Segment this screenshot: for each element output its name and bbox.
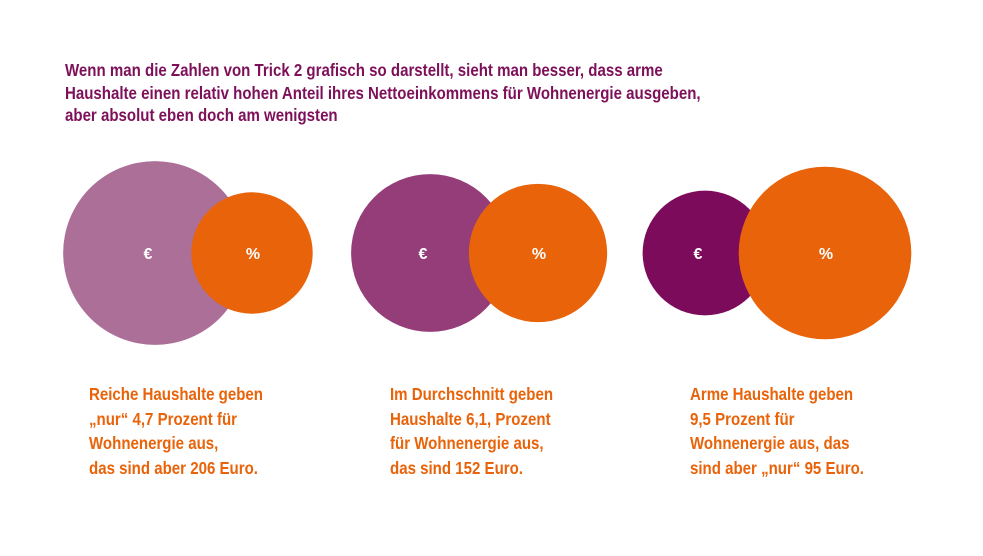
percent-bubble [191,192,313,314]
caption-line: 9,5 Prozent für [690,408,795,429]
percent-symbol-label: % [532,246,546,263]
caption-line: Wohnenergie aus, das [690,433,850,454]
headline-line: Haushalte einen relativ hohen Anteil ihr… [65,82,701,103]
euro-bubble [642,190,768,316]
caption-line: „nur“ 4,7 Prozent für [89,408,238,429]
caption-line: sind aber „nur“ 95 Euro. [690,457,864,478]
euro-symbol-label: € [419,246,428,263]
caption-poor: Arme Haushalte geben 9,5 Prozent für Woh… [690,382,864,480]
caption-line: das sind 152 Euro. [390,457,523,478]
caption-line: Reiche Haushalte geben [89,384,263,404]
caption-average: Im Durchschnitt geben Haushalte 6,1, Pro… [390,382,553,480]
euro-bubble [63,161,247,345]
caption-line: Wohnenergie aus, [89,433,219,454]
euro-symbol-label: € [694,246,703,263]
caption-line: das sind aber 206 Euro. [89,457,258,478]
percent-bubble [468,183,608,323]
caption-line: Arme Haushalte geben [690,384,854,404]
headline-line: Wenn man die Zahlen von Trick 2 grafisch… [65,60,663,80]
euro-bubble [351,174,509,332]
percent-bubble [738,166,912,340]
caption-line: Haushalte 6,1, Prozent [390,408,551,429]
caption-line: Im Durchschnitt geben [390,384,554,404]
percent-symbol-label: % [819,246,833,263]
headline-line: aber absolut eben doch am wenigsten [65,105,338,125]
percent-symbol-label: % [246,246,260,263]
headline: Wenn man die Zahlen von Trick 2 grafisch… [65,59,839,127]
euro-symbol-label: € [144,246,153,263]
caption-line: für Wohnenergie aus, [390,433,544,454]
caption-rich: Reiche Haushalte geben „nur“ 4,7 Prozent… [89,382,263,480]
